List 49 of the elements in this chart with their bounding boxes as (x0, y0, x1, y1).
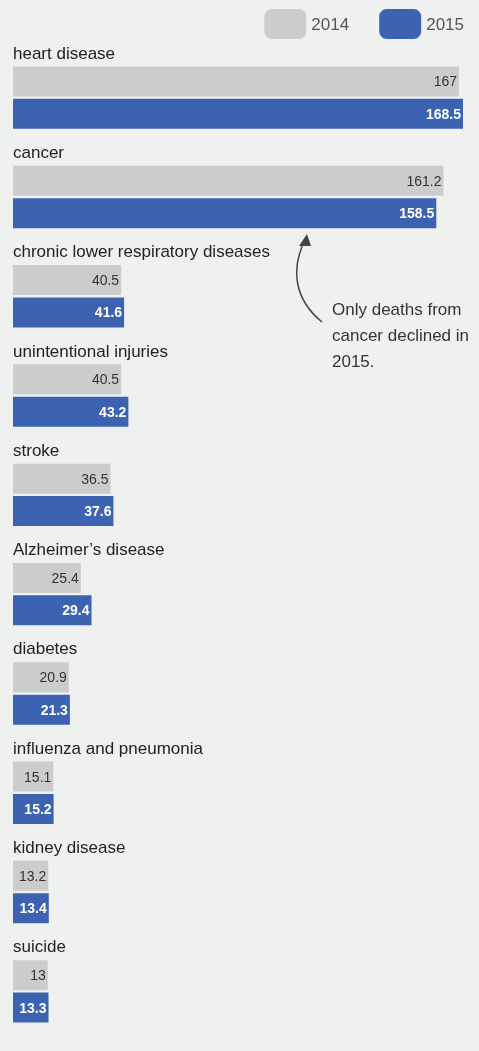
legend-label: 2015 (426, 14, 465, 34)
bar (13, 761, 54, 792)
data-label: 36.5 (81, 470, 109, 487)
data-label: 158.5 (399, 205, 435, 222)
y-tick-label: Alzheimer’s disease (13, 540, 165, 560)
bar (13, 297, 125, 328)
y-tick-label: stroke (13, 440, 60, 460)
legend-label: 2014 (311, 14, 350, 34)
data-label: 21.3 (40, 701, 69, 718)
bar (13, 595, 92, 626)
bar (13, 662, 69, 693)
data-label: 13.2 (19, 867, 47, 884)
data-label: 37.6 (84, 503, 112, 520)
y-tick-label: heart disease (13, 43, 116, 63)
y-tick-label: diabetes (13, 639, 78, 659)
data-label: 13 (30, 967, 46, 984)
data-label: 40.5 (91, 371, 120, 388)
data-label: 168.5 (425, 105, 462, 122)
bar (13, 198, 437, 229)
bar (13, 364, 122, 395)
y-tick-label: chronic lower respiratory diseases (13, 242, 270, 262)
bar (13, 98, 463, 129)
bar (13, 66, 459, 97)
y-tick-label: suicide (13, 937, 66, 957)
data-label: 25.4 (51, 569, 80, 586)
bar (13, 165, 444, 196)
data-label: 29.4 (62, 602, 90, 619)
data-label: 20.9 (39, 669, 68, 686)
bar (13, 694, 70, 725)
data-label: 15.1 (24, 768, 52, 785)
bar (13, 265, 122, 296)
y-tick-label: kidney disease (13, 838, 126, 858)
bar (13, 396, 129, 427)
data-label: 13.4 (19, 900, 47, 917)
data-label: 43.2 (99, 403, 127, 420)
bar (13, 496, 114, 527)
bar (13, 960, 48, 991)
data-label: 15.2 (24, 800, 52, 817)
data-label: 161.2 (406, 172, 442, 189)
data-label: 41.6 (94, 304, 123, 321)
data-label: 13.3 (19, 999, 47, 1016)
data-label: 167 (433, 73, 458, 90)
annotation: Only deaths from cancer declined in 2015. (332, 299, 474, 371)
data-label: 40.5 (91, 272, 120, 289)
y-tick-label: cancer (13, 142, 65, 162)
y-tick-label: unintentional injuries (13, 341, 168, 361)
bar (13, 562, 81, 593)
y-tick-label: influenza and pneumonia (13, 738, 204, 758)
bar (13, 463, 111, 494)
